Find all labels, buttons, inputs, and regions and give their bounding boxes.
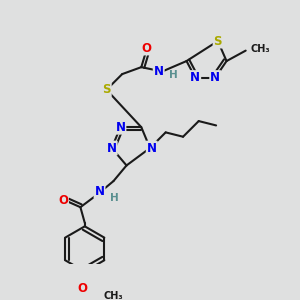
Text: N: N — [116, 121, 125, 134]
Text: CH₃: CH₃ — [104, 291, 124, 300]
Text: H: H — [110, 193, 119, 202]
Text: N: N — [94, 185, 104, 198]
Text: N: N — [154, 65, 164, 78]
Text: O: O — [58, 194, 68, 207]
Text: N: N — [190, 71, 200, 84]
Text: S: S — [214, 34, 222, 48]
Text: N: N — [147, 142, 157, 154]
Text: CH₃: CH₃ — [251, 44, 271, 54]
Text: O: O — [77, 283, 87, 296]
Text: O: O — [142, 41, 152, 55]
Text: N: N — [210, 71, 220, 84]
Text: N: N — [107, 142, 117, 154]
Text: H: H — [169, 70, 178, 80]
Text: S: S — [102, 83, 111, 96]
